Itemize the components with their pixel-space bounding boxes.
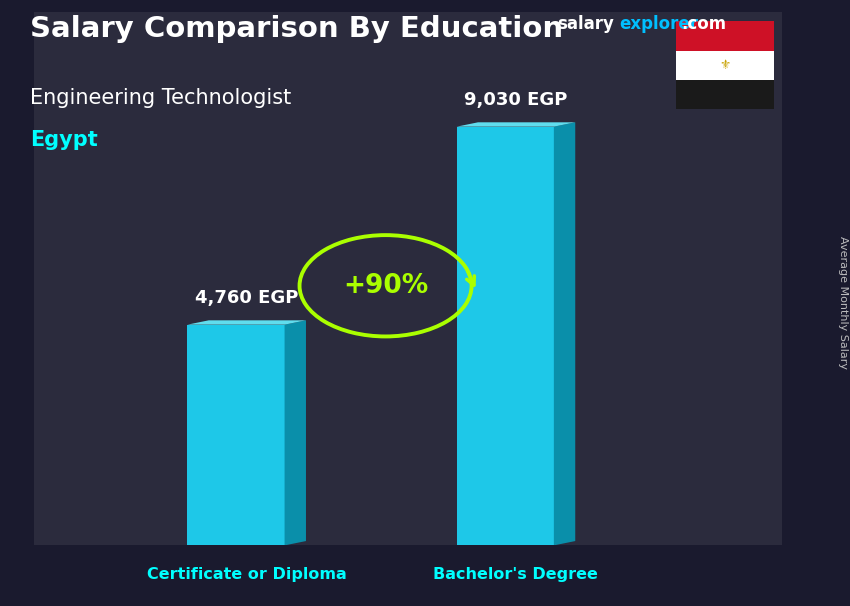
- Polygon shape: [456, 122, 575, 127]
- Text: explorer: explorer: [619, 15, 698, 33]
- Polygon shape: [554, 122, 575, 545]
- Text: +90%: +90%: [343, 273, 428, 299]
- Bar: [676, 50, 774, 80]
- Text: Bachelor's Degree: Bachelor's Degree: [434, 567, 598, 582]
- Bar: [187, 325, 285, 545]
- Text: Certificate or Diploma: Certificate or Diploma: [147, 567, 347, 582]
- Text: 9,030 EGP: 9,030 EGP: [464, 91, 568, 109]
- Bar: [676, 21, 774, 50]
- Polygon shape: [187, 321, 306, 325]
- Text: Engineering Technologist: Engineering Technologist: [30, 88, 291, 108]
- Bar: [456, 127, 554, 545]
- Text: .com: .com: [681, 15, 726, 33]
- Text: Egypt: Egypt: [30, 130, 98, 150]
- Polygon shape: [285, 321, 306, 545]
- Text: 4,760 EGP: 4,760 EGP: [195, 289, 298, 307]
- Text: Salary Comparison By Education: Salary Comparison By Education: [30, 15, 563, 43]
- Text: ⚜: ⚜: [719, 59, 730, 72]
- Text: Average Monthly Salary: Average Monthly Salary: [838, 236, 848, 370]
- Text: salary: salary: [557, 15, 614, 33]
- Bar: [676, 80, 774, 109]
